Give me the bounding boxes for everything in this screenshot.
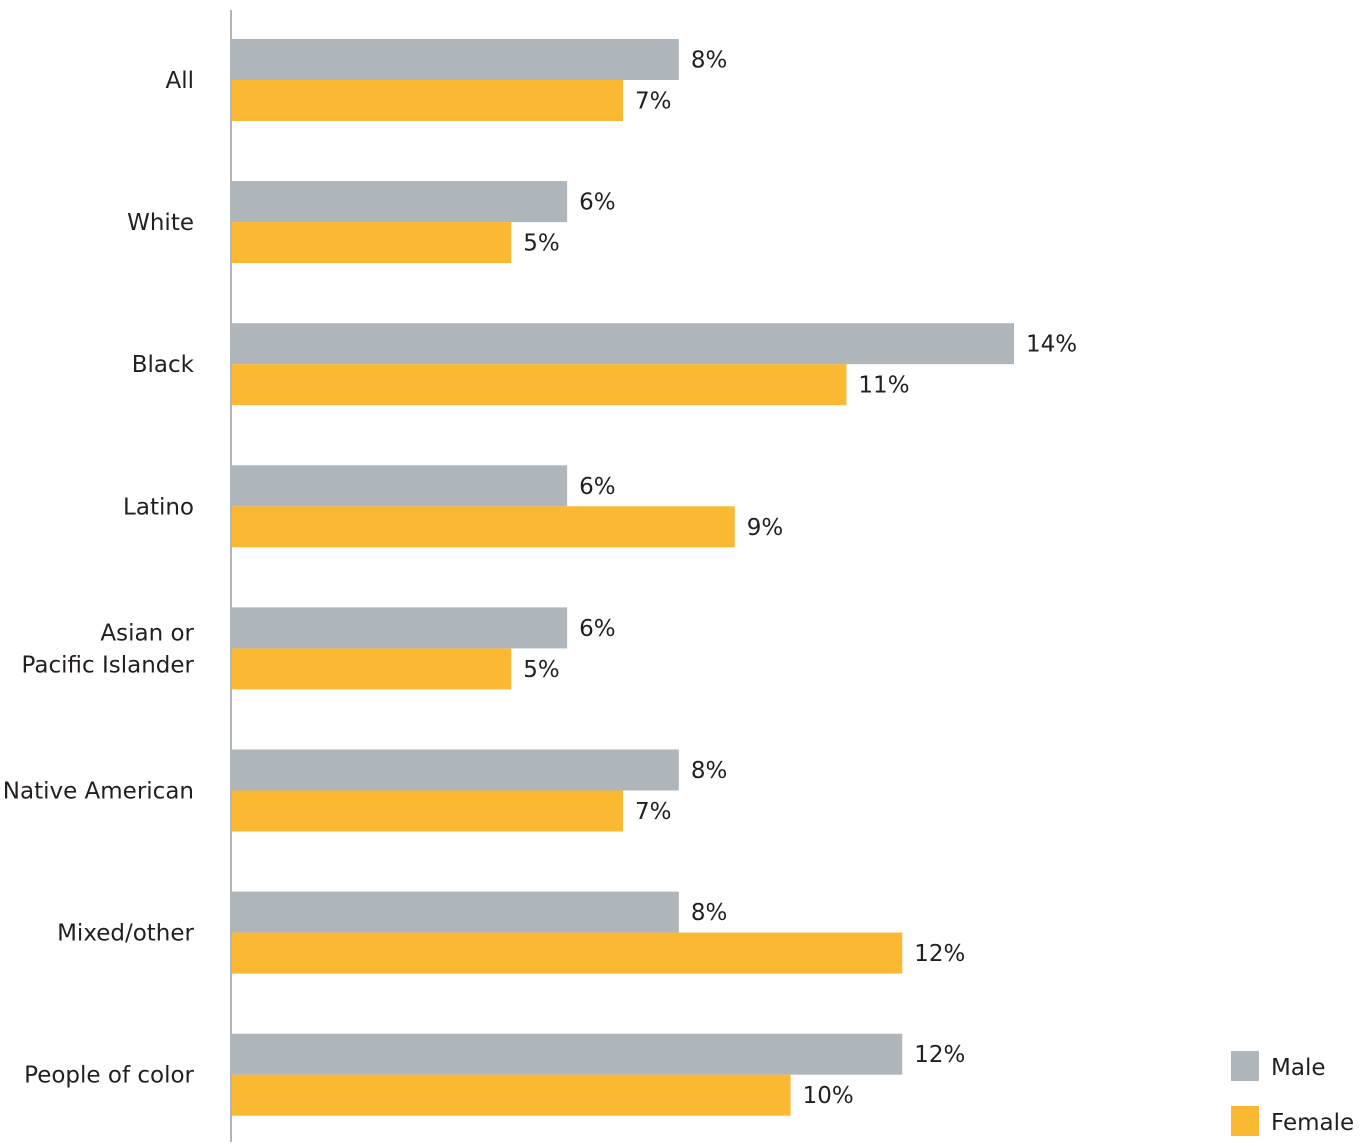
category-label-2: Black (132, 352, 195, 378)
value-label-male-4: 6% (579, 616, 616, 642)
bar-male-2 (232, 323, 1014, 365)
value-labels-layer: 8% 7% 6% 5% 14% 11% 6% 9% 6% 5% 8% 7% 8% 12% 12% 10% (523, 48, 1077, 1110)
value-label-female-1: 5% (523, 231, 560, 257)
value-label-male-1: 6% (579, 190, 616, 216)
legend-swatch-male (1231, 1051, 1259, 1081)
legend: Male Female (1231, 1051, 1354, 1136)
value-label-male-2: 14% (1026, 332, 1077, 358)
value-label-male-5: 8% (691, 758, 728, 784)
bar-male-5 (232, 749, 679, 791)
legend-label-male: Male (1271, 1055, 1325, 1081)
value-label-male-0: 8% (691, 48, 728, 74)
category-label-4-0: Asian or (100, 620, 194, 646)
category-label-1: White (127, 210, 194, 236)
value-label-female-2: 11% (858, 373, 909, 399)
bar-male-6 (232, 891, 679, 933)
legend-swatch-female (1231, 1106, 1259, 1136)
bar-female-3 (232, 506, 735, 548)
bar-male-3 (232, 465, 568, 507)
category-label-5: Native American (3, 779, 194, 805)
value-label-female-4: 5% (523, 657, 560, 683)
value-label-male-3: 6% (579, 474, 616, 500)
bar-female-4 (232, 648, 512, 690)
category-label-3: Latino (123, 494, 194, 520)
bar-female-0 (232, 80, 623, 121)
value-label-female-5: 7% (635, 799, 672, 825)
category-label-6: Mixed/other (57, 921, 194, 947)
bar-female-7 (232, 1074, 791, 1116)
value-label-female-7: 10% (803, 1083, 854, 1109)
bar-male-7 (232, 1033, 903, 1075)
bar-female-1 (232, 222, 512, 264)
value-label-female-0: 7% (635, 89, 672, 115)
category-label-4-1: Pacific Islander (22, 652, 195, 678)
value-label-male-6: 8% (691, 900, 728, 926)
legend-label-female: Female (1271, 1110, 1354, 1136)
value-label-female-3: 9% (747, 515, 784, 541)
bar-female-6 (232, 932, 903, 974)
category-label-0: All (165, 68, 194, 94)
category-label-7: People of color (24, 1063, 194, 1089)
bar-male-0 (232, 39, 679, 80)
bar-male-1 (232, 181, 568, 223)
bar-female-2 (232, 364, 847, 406)
bar-female-5 (232, 790, 623, 832)
bars-layer (232, 39, 1014, 1116)
bar-male-4 (232, 607, 568, 649)
category-labels-layer: All White Black Latino Asian or Pacific Islan… (3, 68, 195, 1089)
value-label-male-7: 12% (914, 1042, 965, 1068)
value-label-female-6: 12% (914, 941, 965, 967)
